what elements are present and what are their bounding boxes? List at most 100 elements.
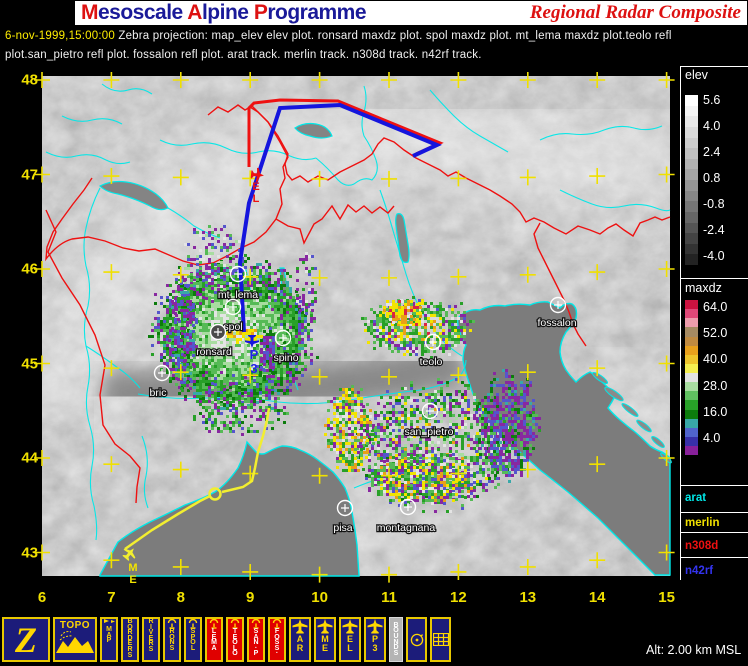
site-label: spino <box>273 352 298 364</box>
grid-cross <box>658 355 675 372</box>
grid-cross <box>172 169 189 186</box>
toolbar: Z TOPO M A P B O R D E R S R I V E R S R O N S S P O L L E M A T E O L O S A… <box>2 617 451 663</box>
grid-cross <box>519 461 536 478</box>
topo-mountains-icon <box>56 631 94 653</box>
plane-icon-n42rf <box>245 335 259 348</box>
lon-label-12: 12 <box>450 589 467 606</box>
latlon-grid <box>34 72 675 583</box>
radar-dish-icon <box>230 619 240 629</box>
site-label: pisa <box>333 522 352 534</box>
elev-bar-tick-label: -0.8 <box>703 197 725 211</box>
toolbar-button-zebra-logo[interactable]: Z <box>2 617 50 662</box>
grid-cross <box>450 367 467 384</box>
grid-cross <box>103 360 120 377</box>
lat-label-48: 48 <box>21 71 38 89</box>
grid-cross <box>311 566 328 583</box>
toolbar-button-grid[interactable] <box>430 617 451 662</box>
grid-cross <box>381 72 397 88</box>
site-marker-icon <box>421 402 439 420</box>
maxdz-bar-tick-label: 16.0 <box>703 404 728 419</box>
border-slovenia <box>533 222 587 347</box>
site-fossalon: fossalon <box>536 296 578 330</box>
panel-separator <box>680 278 748 279</box>
grid-cross <box>589 456 606 473</box>
grid-cross <box>311 72 328 88</box>
site-spino: spino <box>272 329 300 365</box>
site-label: ronsard <box>196 346 232 358</box>
airplane-icon <box>292 619 308 634</box>
site-marker-icon <box>229 265 247 283</box>
grid-cross <box>34 261 50 277</box>
site-label: montagnana <box>377 522 436 534</box>
panel-separator <box>680 485 748 486</box>
grid-cross <box>242 367 259 384</box>
track-merlin-2 <box>221 407 271 494</box>
maxdz-colorbar: 64.0 52.0 40.0 28.0 16.0 4.0 <box>685 300 747 457</box>
grid-cross <box>34 450 50 466</box>
lon-label-6: 6 <box>37 589 47 606</box>
grid-cross <box>103 552 120 569</box>
timestamp: 6-nov-1999,15:00:00 <box>5 30 115 42</box>
border-swiss-loop <box>45 106 289 266</box>
legend-track-n42rf: n42rf <box>685 565 714 577</box>
grid-cross <box>34 544 50 561</box>
radar-dish-icon <box>167 619 177 629</box>
grid-cross <box>172 72 189 88</box>
lat-label-43: 43 <box>21 544 38 561</box>
grid-cross <box>34 355 50 372</box>
plane-icon-merlin <box>122 548 136 561</box>
track-merlin <box>124 494 211 551</box>
track-label-char: E <box>129 574 136 586</box>
toolbar-button-san-p[interactable]: S A N · P <box>247 617 265 662</box>
site-marker-icon <box>399 498 417 516</box>
toolbar-button-topo-map[interactable]: TOPO <box>53 617 97 662</box>
title-cap-m: M <box>81 1 99 24</box>
radar-dish-icon <box>188 619 198 629</box>
toolbar-button-foss[interactable]: F O S S · <box>268 617 286 662</box>
radar-dish-icon <box>272 619 282 629</box>
grid-cross <box>589 72 606 88</box>
grid-cross <box>450 563 467 580</box>
altitude-readout: Alt: 2.00 km MSL <box>646 643 742 657</box>
track-label-char: M <box>128 562 137 574</box>
track-label-char: 3 <box>250 361 257 376</box>
elev-colorbar: 5.6 4.0 2.4 0.8 -0.8 -2.4 -4.0 <box>685 93 747 267</box>
elev-bar-tick-label: -2.4 <box>703 223 725 237</box>
button-label: S A N · P <box>253 628 259 658</box>
maxdz-bar-tick-label: 52.0 <box>703 326 728 341</box>
grid-cross <box>103 72 120 88</box>
airplane-icon <box>367 619 383 634</box>
map-canvas[interactable]: mt_lema spol ronsard spino bric teolo san_piet… <box>34 72 675 586</box>
airplane-icon <box>342 619 358 634</box>
grid-cross <box>172 558 189 575</box>
grid-cross <box>519 266 536 283</box>
site-pisa: pisa <box>332 499 354 535</box>
lake-garda <box>395 213 410 263</box>
track-n42rf <box>237 102 443 333</box>
toolbar-button-scope[interactable] <box>406 617 427 662</box>
elev-bar-tick-label: 2.4 <box>703 145 721 159</box>
grid-cross <box>589 168 606 185</box>
sea-polygons <box>99 301 671 577</box>
radar-dish-icon <box>251 619 261 629</box>
